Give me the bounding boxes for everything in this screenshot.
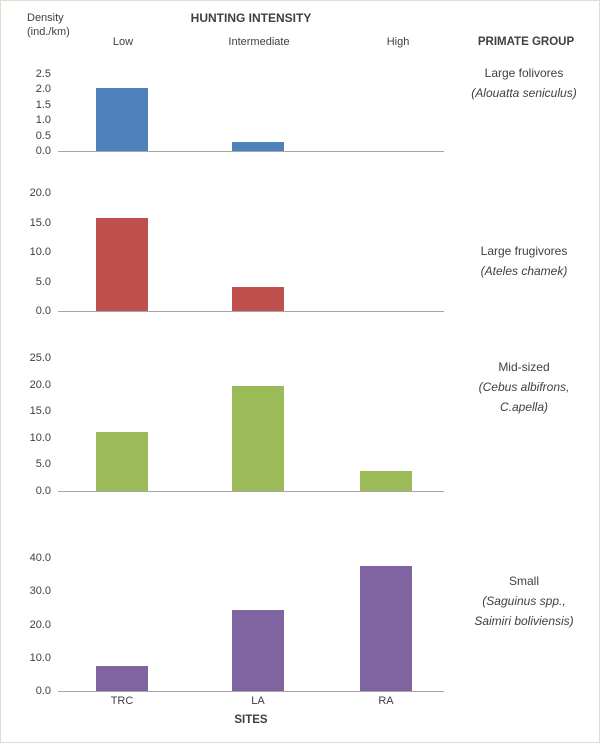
bar-trc bbox=[96, 432, 148, 491]
y-tick-label: 30.0 bbox=[29, 585, 51, 598]
y-axis-title-line1: Density bbox=[27, 12, 64, 24]
y-axis-ticks: 40.0 30.0 20.0 10.0 0.0 bbox=[7, 552, 51, 697]
y-tick-label: 0.0 bbox=[35, 305, 51, 317]
bar-trc bbox=[96, 217, 148, 311]
group-label-large-folivores: Large folivores (Alouatta seniculus) bbox=[449, 63, 599, 103]
group-label-mid-sized: Mid-sized (Cebus albifrons, C.apella) bbox=[449, 357, 599, 417]
y-tick-label: 20.0 bbox=[29, 618, 51, 631]
x-tick-label-ra: RA bbox=[378, 695, 394, 707]
y-tick-label: 0.0 bbox=[35, 685, 51, 697]
group-species-line2: Saimiri boliviensis) bbox=[474, 614, 574, 628]
bar-la bbox=[232, 141, 284, 151]
group-name: Mid-sized bbox=[498, 360, 550, 374]
y-tick-label: 15.0 bbox=[29, 216, 51, 229]
group-species-line1: (Cebus albifrons, bbox=[478, 380, 570, 394]
y-tick-label: 10.0 bbox=[29, 246, 51, 258]
y-tick-label: 40.0 bbox=[29, 552, 51, 564]
group-name: Small bbox=[508, 574, 539, 588]
group-name: Large frugivores bbox=[480, 244, 568, 258]
plot-area bbox=[58, 74, 444, 152]
bar-la bbox=[232, 385, 284, 491]
group-name: Large folivores bbox=[484, 66, 564, 80]
y-axis-ticks: 25.0 20.0 15.0 10.0 5.0 0.0 bbox=[7, 352, 51, 497]
y-tick-label: 1.5 bbox=[35, 98, 51, 111]
figure-title: HUNTING INTENSITY bbox=[190, 11, 312, 25]
column-label-low: Low bbox=[112, 36, 134, 48]
x-axis-title: SITES bbox=[234, 714, 268, 726]
panel-large-folivores: 2.5 2.0 1.5 1.0 0.5 0.0 bbox=[1, 68, 599, 157]
y-tick-label: 5.0 bbox=[35, 275, 51, 288]
y-tick-label: 15.0 bbox=[29, 405, 51, 418]
group-label-large-frugivores: Large frugivores (Ateles chamek) bbox=[449, 241, 599, 281]
bar-ra bbox=[360, 470, 412, 491]
x-tick-label-la: LA bbox=[251, 695, 265, 707]
group-species-line1: (Saguinus spp., bbox=[482, 594, 566, 608]
bar-ra bbox=[360, 566, 412, 691]
panel-small: 40.0 30.0 20.0 10.0 0.0 bbox=[1, 552, 599, 697]
y-axis-title-line2: (ind./km) bbox=[27, 26, 70, 38]
bar-trc bbox=[96, 666, 148, 691]
bar-la bbox=[232, 609, 284, 691]
x-tick-label-trc: TRC bbox=[110, 695, 134, 707]
y-tick-label: 25.0 bbox=[29, 352, 51, 364]
panel-mid-sized: 25.0 20.0 15.0 10.0 5.0 0.0 bbox=[1, 352, 599, 497]
y-tick-label: 20.0 bbox=[29, 187, 51, 199]
y-axis-ticks: 20.0 15.0 10.0 5.0 0.0 bbox=[7, 187, 51, 317]
column-label-high: High bbox=[386, 36, 410, 48]
y-tick-label: 5.0 bbox=[35, 458, 51, 471]
group-label-small: Small (Saguinus spp., Saimiri boliviensi… bbox=[449, 571, 599, 631]
primate-group-header: PRIMATE GROUP bbox=[477, 36, 575, 48]
y-tick-label: 2.0 bbox=[35, 83, 51, 96]
bar-la bbox=[232, 287, 284, 311]
y-axis-ticks: 2.5 2.0 1.5 1.0 0.5 0.0 bbox=[7, 68, 51, 157]
y-tick-label: 2.5 bbox=[35, 68, 51, 80]
plot-area bbox=[58, 558, 444, 692]
bar-trc bbox=[96, 87, 148, 151]
panel-large-frugivores: 20.0 15.0 10.0 5.0 0.0 bbox=[1, 187, 599, 317]
plot-area bbox=[58, 193, 444, 312]
y-tick-label: 1.0 bbox=[35, 114, 51, 127]
column-label-intermediate: Intermediate bbox=[228, 36, 290, 48]
y-tick-label: 10.0 bbox=[29, 651, 51, 664]
y-tick-label: 0.0 bbox=[35, 145, 51, 157]
group-species: (Alouatta seniculus) bbox=[471, 86, 577, 100]
group-species: (Ateles chamek) bbox=[480, 264, 568, 278]
y-tick-label: 0.5 bbox=[35, 129, 51, 142]
group-species-line2: C.apella) bbox=[499, 400, 549, 414]
y-axis-title: Density (ind./km) bbox=[27, 11, 97, 39]
y-tick-label: 20.0 bbox=[29, 378, 51, 391]
y-tick-label: 0.0 bbox=[35, 485, 51, 497]
y-tick-label: 10.0 bbox=[29, 431, 51, 444]
plot-area bbox=[58, 358, 444, 492]
